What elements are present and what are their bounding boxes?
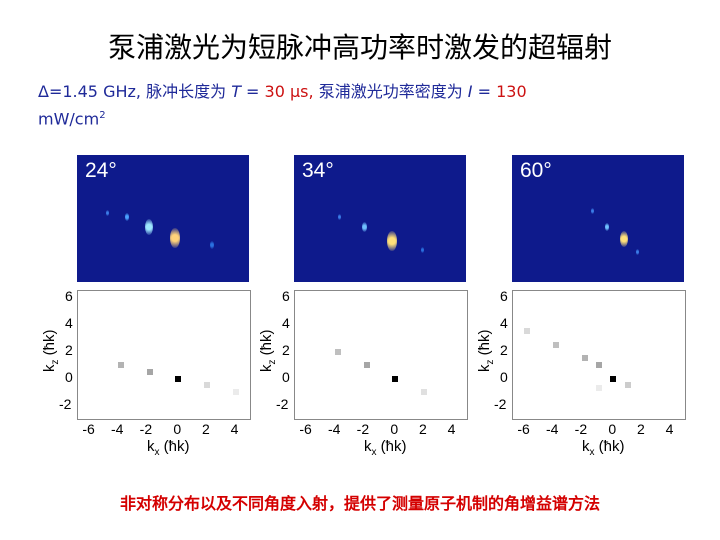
- parameters-line: Δ=1.45 GHz, 脉冲长度为 T = 30 μs, 泵浦激光功率密度为 I…: [38, 80, 698, 131]
- angle-label: 60°: [520, 159, 552, 182]
- y-tick-label: -2: [494, 395, 507, 412]
- absorption-image: 60°: [512, 155, 684, 282]
- momentum-peak: [232, 389, 239, 396]
- momentum-peak: [610, 375, 617, 382]
- y-tick-label: 6: [65, 287, 73, 304]
- pulse-label: 脉冲长度为: [146, 82, 227, 101]
- momentum-peak: [335, 348, 341, 355]
- momentum-peak: [624, 382, 631, 389]
- x-tick-label: 2: [419, 421, 427, 437]
- y-tick-label: 6: [282, 287, 290, 304]
- x-tick-label: -6: [517, 421, 530, 437]
- x-tick-label: 0: [608, 421, 617, 437]
- i-eq: =: [472, 82, 497, 101]
- momentum-peak: [524, 328, 531, 335]
- x-axis-label: kx (ħk): [147, 438, 190, 458]
- x-tick-label: 4: [447, 421, 456, 437]
- momentum-peak: [363, 362, 370, 369]
- slide-title: 泵浦激光为短脉冲高功率时激发的超辐射: [107, 31, 612, 64]
- bottom-caption: 非对称分布以及不同角度入射，提供了测量原子机制的角增益谱方法: [119, 494, 600, 513]
- i-value: 130: [496, 82, 527, 101]
- y-tick-label: 0: [500, 368, 508, 385]
- i-var: I: [467, 82, 473, 101]
- x-tick-label: 4: [230, 421, 239, 437]
- diffraction-spot: [337, 214, 341, 220]
- diffraction-spot: [605, 223, 609, 231]
- y-tick-label: 0: [282, 368, 290, 385]
- y-tick-label: 4: [500, 314, 508, 331]
- unit-text: mW/cm: [38, 109, 100, 129]
- angle-label: 34°: [302, 159, 334, 182]
- diffraction-spot: [105, 210, 109, 216]
- momentum-peak: [146, 368, 153, 375]
- momentum-peak: [392, 375, 399, 382]
- t-value: 30 μs,: [264, 82, 314, 101]
- x-tick-label: 2: [202, 421, 210, 437]
- kspace-plot: [294, 290, 468, 420]
- y-tick-label: 2: [282, 341, 290, 358]
- x-tick-label: -4: [546, 421, 559, 437]
- momentum-peak: [581, 355, 588, 362]
- diffraction-spot: [387, 231, 397, 251]
- diffraction-spot: [620, 231, 628, 247]
- diffraction-spot: [170, 228, 180, 248]
- momentum-peak: [118, 362, 124, 369]
- momentum-peak: [204, 382, 210, 389]
- t-eq: =: [240, 82, 265, 101]
- x-axis-label: kx (ħk): [364, 438, 407, 458]
- diffraction-spot: [125, 213, 129, 221]
- momentum-peak: [421, 389, 427, 396]
- momentum-peak: [596, 385, 602, 391]
- y-tick-label: -2: [276, 395, 289, 412]
- y-axis-label: kz (ħk): [476, 329, 496, 373]
- y-axis-label: kz (ħk): [258, 329, 278, 373]
- unit-exponent: 2: [99, 110, 106, 121]
- diffraction-spot: [420, 247, 424, 253]
- t-var: T: [231, 82, 241, 101]
- x-tick-label: 0: [173, 421, 182, 437]
- x-tick-label: -2: [139, 421, 153, 437]
- angle-label: 24°: [85, 159, 117, 182]
- x-tick-label: -2: [574, 421, 588, 437]
- momentum-peak: [175, 375, 182, 382]
- y-tick-label: 4: [282, 314, 290, 331]
- momentum-peak: [553, 341, 559, 348]
- absorption-image: 24°: [77, 155, 249, 282]
- y-tick-label: 4: [65, 314, 73, 331]
- y-tick-label: -2: [59, 395, 72, 412]
- x-tick-label: 4: [665, 421, 674, 437]
- x-tick-label: -6: [82, 421, 95, 437]
- diffraction-spot: [210, 241, 214, 249]
- momentum-peak: [596, 362, 602, 369]
- diffraction-spot: [635, 249, 639, 255]
- x-tick-label: -2: [356, 421, 370, 437]
- y-tick-label: 0: [65, 368, 73, 385]
- x-tick-label: -4: [328, 421, 341, 437]
- x-tick-label: -4: [111, 421, 124, 437]
- x-tick-label: -6: [299, 421, 312, 437]
- y-axis-label: kz (ħk): [41, 329, 61, 373]
- x-tick-label: 0: [390, 421, 399, 437]
- pump-label: 泵浦激光功率密度为: [318, 82, 463, 101]
- absorption-image: 34°: [294, 155, 466, 282]
- x-axis-label: kx (ħk): [582, 438, 625, 458]
- diffraction-spot: [361, 222, 367, 232]
- y-tick-label: 6: [500, 287, 508, 304]
- diffraction-spot: [590, 208, 594, 214]
- kspace-plot: [512, 290, 686, 420]
- y-tick-label: 2: [500, 341, 508, 358]
- x-tick-label: 2: [637, 421, 645, 437]
- delta-text: Δ=1.45 GHz,: [38, 82, 141, 101]
- y-tick-label: 2: [65, 341, 73, 358]
- diffraction-spot: [145, 219, 153, 235]
- kspace-plot: [77, 290, 251, 420]
